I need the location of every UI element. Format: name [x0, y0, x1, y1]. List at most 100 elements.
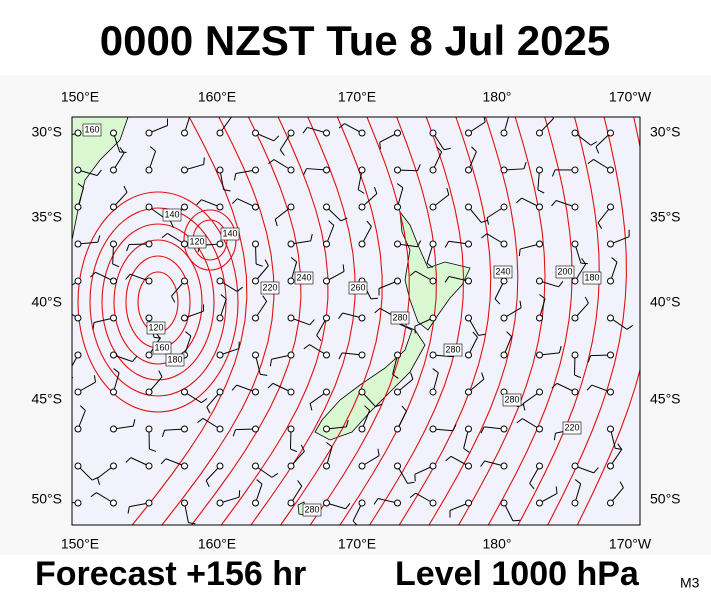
barb-station — [324, 352, 330, 358]
barb-station — [430, 426, 436, 432]
barb-station — [466, 500, 472, 506]
barb-station — [608, 389, 614, 395]
lon-label: 170°E — [338, 536, 376, 552]
barb-station — [75, 389, 81, 395]
barb-station — [537, 130, 543, 136]
lon-label: 170°W — [609, 536, 652, 552]
barb-station — [430, 167, 436, 173]
barb-station — [359, 130, 365, 136]
barb-station — [75, 241, 81, 247]
barb-station — [111, 426, 117, 432]
barb-station — [430, 315, 436, 321]
barb-station — [537, 352, 543, 358]
barb-station — [359, 241, 365, 247]
barb-station — [466, 167, 472, 173]
lat-label: 45°S — [650, 391, 681, 407]
barb-station — [430, 204, 436, 210]
barb-station — [217, 167, 223, 173]
contour-label: 120 — [148, 322, 163, 332]
contour-label: 280 — [304, 504, 319, 514]
barb-station — [537, 241, 543, 247]
lat-label: 35°S — [31, 209, 62, 225]
barb-station — [146, 315, 152, 321]
barb-station — [182, 241, 188, 247]
barb-station — [146, 352, 152, 358]
barb-station — [608, 241, 614, 247]
barb-station — [111, 241, 117, 247]
barb-station — [111, 130, 117, 136]
barb-station — [146, 278, 152, 284]
barb-station — [217, 352, 223, 358]
barb-station — [572, 167, 578, 173]
barb-station — [395, 389, 401, 395]
lat-label: 45°S — [31, 391, 62, 407]
barb-station — [253, 204, 259, 210]
lat-label: 50°S — [650, 491, 681, 507]
contour-label: 160 — [154, 342, 169, 352]
barb-station — [182, 278, 188, 284]
barb-station — [217, 130, 223, 136]
barb-station — [288, 352, 294, 358]
barb-station — [466, 241, 472, 247]
barb-station — [146, 426, 152, 432]
barb-station — [359, 315, 365, 321]
barb-station — [288, 241, 294, 247]
contour-label: 200 — [557, 266, 572, 276]
barb-station — [146, 204, 152, 210]
barb-station — [430, 389, 436, 395]
barb-station — [75, 463, 81, 469]
lon-label: 180° — [483, 536, 512, 552]
barb-station — [111, 463, 117, 469]
barb-station — [359, 426, 365, 432]
barb-station — [501, 500, 507, 506]
lon-label: 150°E — [61, 89, 99, 105]
barb-station — [572, 352, 578, 358]
barb-station — [111, 204, 117, 210]
barb-station — [501, 278, 507, 284]
lon-label: 160°E — [198, 89, 236, 105]
barb-station — [572, 278, 578, 284]
barb-station — [253, 500, 259, 506]
barb-station — [111, 500, 117, 506]
barb-station — [395, 130, 401, 136]
barb-station — [288, 204, 294, 210]
contour-label: 280 — [392, 312, 407, 322]
barb-station — [324, 426, 330, 432]
barb-station — [395, 167, 401, 173]
barb-station — [430, 278, 436, 284]
barb-station — [217, 463, 223, 469]
contour-label: 140 — [164, 209, 179, 219]
barb-station — [537, 315, 543, 321]
barb-station — [75, 426, 81, 432]
lat-label: 40°S — [31, 294, 62, 310]
barb-station — [608, 204, 614, 210]
barb-station — [608, 315, 614, 321]
barb-station — [146, 167, 152, 173]
barb-station — [430, 500, 436, 506]
barb-station — [182, 500, 188, 506]
contour-label: 240 — [296, 272, 311, 282]
contour-label: 220 — [564, 422, 579, 432]
barb-station — [75, 500, 81, 506]
barb-station — [395, 278, 401, 284]
barb-station — [288, 426, 294, 432]
title: 0000 NZST Tue 8 Jul 2025 — [100, 17, 610, 64]
barb-station — [572, 315, 578, 321]
barb-station — [466, 463, 472, 469]
barb-station — [395, 463, 401, 469]
barb-station — [253, 426, 259, 432]
barb-station — [182, 167, 188, 173]
barb-station — [537, 463, 543, 469]
lon-label: 180° — [483, 89, 512, 105]
barb-station — [501, 241, 507, 247]
barb-station — [395, 500, 401, 506]
barb-station — [182, 315, 188, 321]
barb-station — [146, 463, 152, 469]
lon-label: 170°W — [609, 89, 652, 105]
barb-station — [288, 389, 294, 395]
barb-station — [217, 315, 223, 321]
barb-station — [395, 352, 401, 358]
barb-station — [359, 463, 365, 469]
lon-label: 160°E — [198, 536, 236, 552]
barb-station — [288, 500, 294, 506]
